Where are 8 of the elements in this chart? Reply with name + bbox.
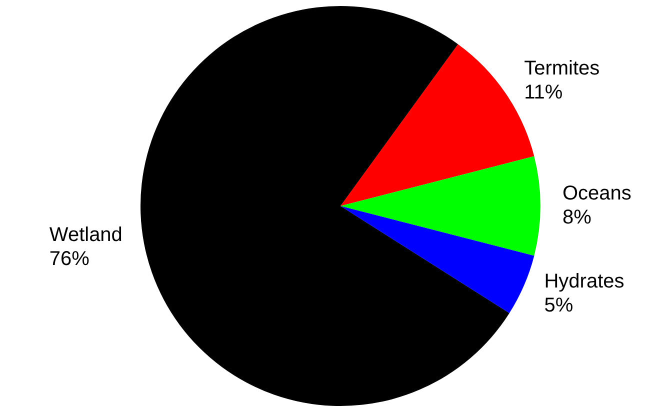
- slice-label: Wetland: [49, 224, 122, 246]
- data-label: 76%: [49, 248, 90, 270]
- slice-label: Oceans: [562, 182, 632, 205]
- slice-label: Termites: [524, 58, 600, 80]
- data-label: 8%: [562, 206, 592, 229]
- data-label: 5%: [544, 294, 574, 317]
- slice-label: Hydrates: [544, 270, 624, 293]
- data-label: 11%: [524, 82, 563, 104]
